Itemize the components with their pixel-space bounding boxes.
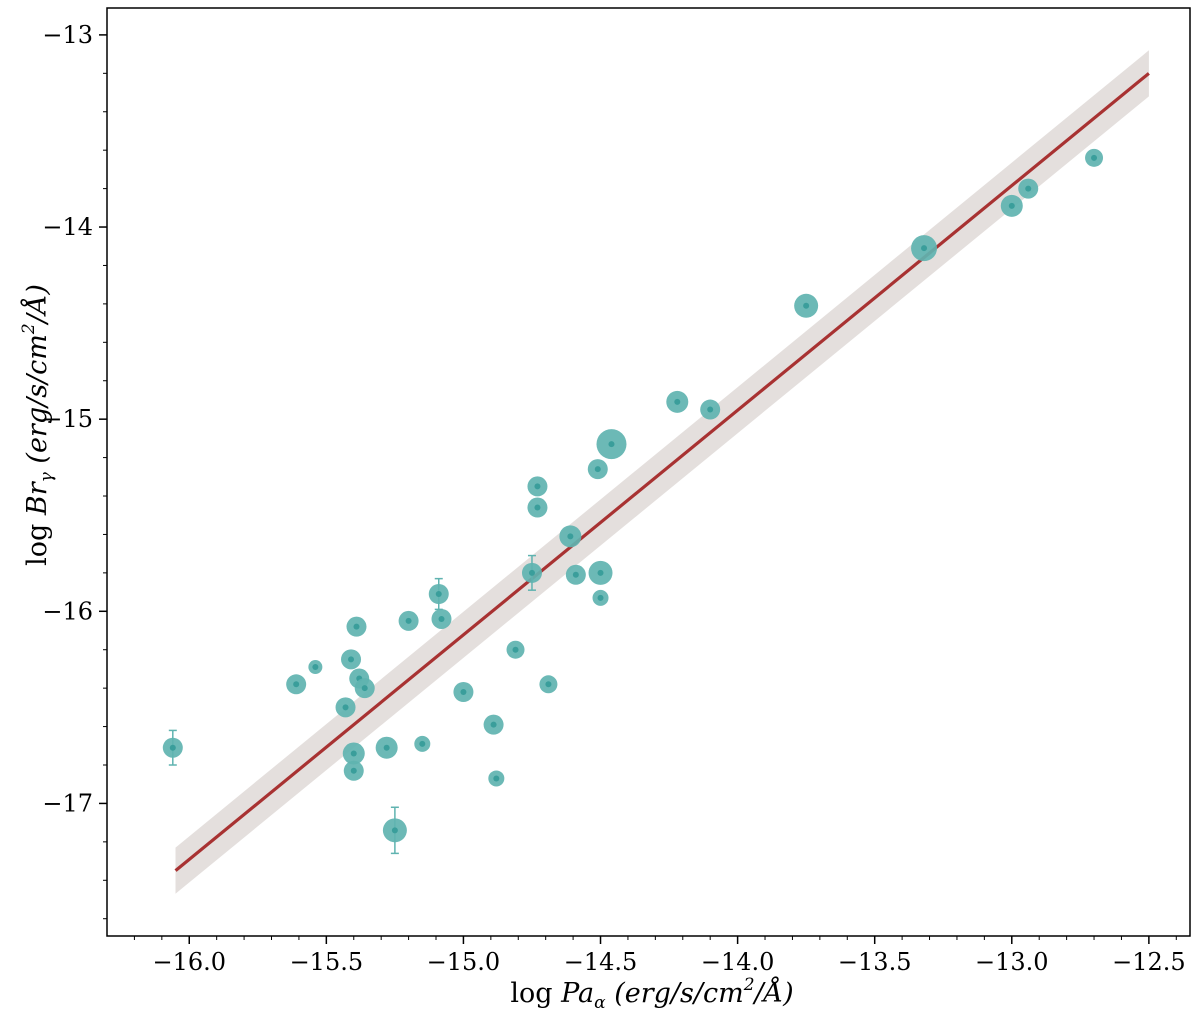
x-tick-label: −16.0 <box>152 948 226 976</box>
x-tick-label: −13.0 <box>975 948 1049 976</box>
data-point <box>488 770 505 787</box>
point-core <box>353 623 360 630</box>
y-tick-label: −17 <box>42 789 93 817</box>
point-core <box>534 483 541 490</box>
x-tick-label: −12.5 <box>1112 948 1186 976</box>
point-core <box>342 704 349 711</box>
data-point <box>588 560 613 585</box>
point-core <box>460 688 467 695</box>
data-points-layer <box>162 148 1104 855</box>
point-core <box>608 441 615 448</box>
data-point <box>527 497 548 518</box>
x-tick-label: −15.5 <box>290 948 364 976</box>
point-core <box>545 681 552 688</box>
data-point <box>162 729 183 766</box>
data-point <box>565 564 586 585</box>
fit-line <box>174 72 1150 872</box>
data-point <box>286 674 307 695</box>
data-point <box>342 742 365 765</box>
point-core <box>361 685 368 692</box>
point-core <box>707 406 714 413</box>
data-point <box>592 589 609 606</box>
point-core <box>350 750 357 757</box>
data-point <box>431 608 452 629</box>
axes-frame <box>106 7 1191 937</box>
point-core <box>438 615 445 622</box>
point-core <box>490 721 497 728</box>
point-core <box>512 646 519 653</box>
y-axis-label: log Brγ (erg/s/cm2/Å) <box>19 284 57 566</box>
x-axis-ticks: −16.0 −15.5 −15.0 −14.5 −14.0 −13.5 −13.0 −12.5 <box>133 936 1186 976</box>
point-core <box>419 740 426 747</box>
point-core <box>528 569 535 576</box>
data-point <box>527 476 548 497</box>
y-tick-label: −14 <box>42 213 93 241</box>
point-core <box>594 466 601 473</box>
data-point <box>483 714 504 735</box>
y-axis-ticks: −13 −14 −15 −16 −17 <box>42 21 107 920</box>
point-core <box>674 398 681 405</box>
point-core <box>572 571 579 578</box>
data-point <box>414 735 431 752</box>
point-core <box>435 591 442 598</box>
point-core <box>921 245 928 252</box>
data-point <box>354 678 375 699</box>
point-core <box>803 302 810 309</box>
data-point <box>398 610 419 631</box>
fit-line-layer <box>174 72 1150 872</box>
data-point <box>335 697 356 718</box>
data-point <box>506 640 525 659</box>
point-core <box>597 594 604 601</box>
point-core <box>348 656 355 663</box>
data-point <box>587 459 608 480</box>
point-core <box>169 744 176 751</box>
data-point <box>700 399 721 420</box>
point-core <box>383 744 390 751</box>
point-core <box>534 504 541 511</box>
data-point <box>1085 148 1104 167</box>
point-core <box>597 569 604 576</box>
y-tick-label: −13 <box>42 21 93 49</box>
point-core <box>1025 185 1032 192</box>
point-core <box>567 533 574 540</box>
point-core <box>1091 154 1098 161</box>
point-core <box>493 775 500 782</box>
point-core <box>350 767 357 774</box>
x-tick-label: −14.5 <box>564 948 638 976</box>
x-tick-label: −14.0 <box>701 948 775 976</box>
point-core <box>312 664 319 671</box>
data-point <box>382 806 407 855</box>
data-point <box>666 390 689 413</box>
y-tick-label: −16 <box>42 597 93 625</box>
data-point <box>346 616 367 637</box>
y-tick-label: −15 <box>42 405 93 433</box>
x-axis-label: log Paα (erg/s/cm2/Å) <box>510 975 793 1013</box>
data-point <box>794 293 819 318</box>
data-point <box>343 760 364 781</box>
point-core <box>391 827 398 834</box>
data-point <box>308 660 323 675</box>
data-point <box>521 554 542 591</box>
point-core <box>293 681 300 688</box>
point-core <box>405 617 412 624</box>
data-point <box>1000 194 1023 217</box>
data-point <box>341 649 362 670</box>
data-point <box>911 235 938 262</box>
point-core <box>1008 202 1015 209</box>
data-point <box>539 675 558 694</box>
data-point <box>375 736 398 759</box>
data-point <box>1018 178 1039 199</box>
x-tick-label: −13.5 <box>838 948 912 976</box>
data-point <box>596 429 627 460</box>
x-tick-label: −15.0 <box>427 948 501 976</box>
data-point <box>559 525 582 548</box>
data-point <box>453 681 474 702</box>
